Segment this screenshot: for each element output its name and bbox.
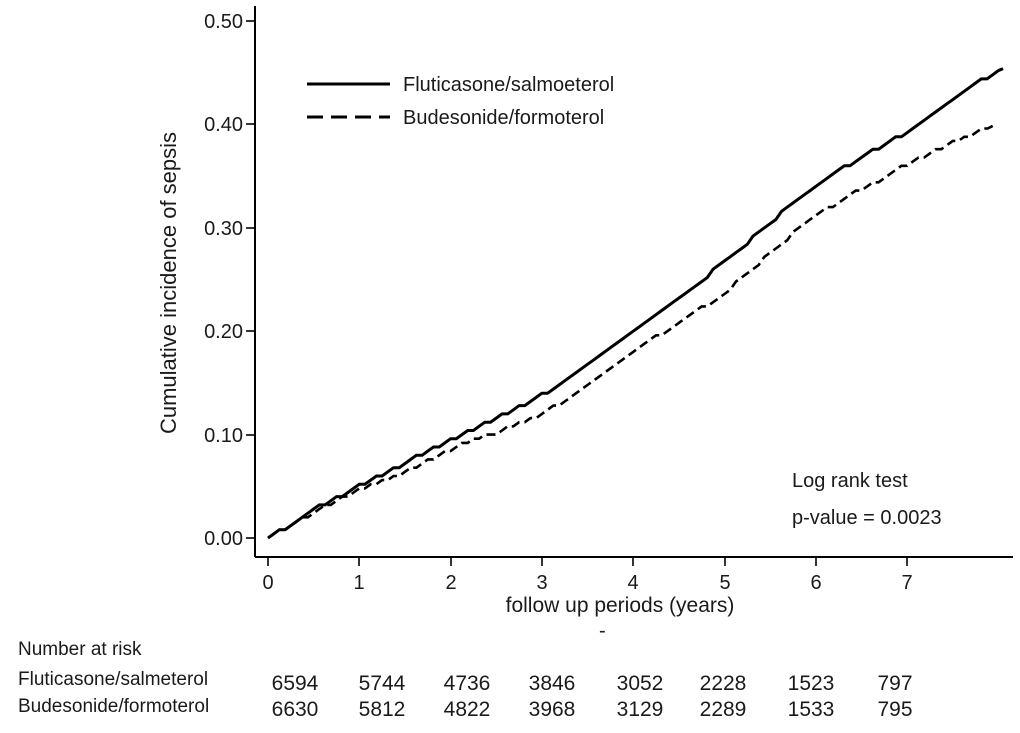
risk-row-label-budesonide: Budesonide/formoterol [18,696,210,717]
risk-table-title: Number at risk [18,639,142,660]
x-tick-label: 4 [627,572,638,594]
risk-value: 795 [877,698,913,721]
risk-value: 6630 [271,698,319,721]
legend-label-fluticasone: Fluticasone/salmoeterol [403,74,614,96]
y-tick-label: 0.10 [204,425,243,447]
x-tick-label: 5 [719,572,730,594]
risk-value: 3846 [528,672,576,695]
x-tick-label: 1 [353,572,364,594]
x-tick-label: 2 [445,572,456,594]
chart-canvas: 0.00 0.10 0.20 0.30 0.40 0.50 0 1 2 3 4 … [156,6,1013,617]
risk-value: 4736 [443,672,491,695]
risk-value: 1533 [787,698,835,721]
y-tick-label: 0.00 [204,528,243,550]
legend-label-budesonide: Budesonide/formoterol [403,107,604,129]
risk-value: 3129 [616,698,664,721]
risk-value: 4822 [443,698,491,721]
risk-row-label-fluticasone: Fluticasone/salmeterol [18,669,209,690]
legend: Fluticasone/salmoeterol Budesonide/formo… [307,74,614,129]
risk-value: 6594 [271,672,319,695]
curve-budesonide-formoterol [267,124,995,540]
risk-value: 5812 [358,698,406,721]
y-axis-title: Cumulative incidence of sepsis [156,132,181,434]
risk-value: 2228 [699,672,747,695]
risk-value: 1523 [787,672,835,695]
y-axis-ticks [246,20,255,539]
y-tick-label: 0.20 [204,321,243,343]
x-tick-label: 7 [901,572,912,594]
stray-dash-mark: - [599,620,606,642]
x-axis-title: follow up periods (years) [506,594,735,617]
x-axis-ticks [267,557,908,566]
x-tick-labels: 0 1 2 3 4 5 6 7 [262,572,912,594]
log-rank-annotation: Log rank test p-value = 0.0023 [792,470,942,529]
y-tick-label: 0.50 [204,11,243,33]
risk-value: 3052 [616,672,664,695]
curve-fluticasone-salmoeterol [267,67,1004,540]
risk-value: 797 [877,672,913,695]
y-tick-labels: 0.00 0.10 0.20 0.30 0.40 0.50 [204,11,243,550]
risk-value: 3968 [528,698,576,721]
risk-value: 5744 [358,672,406,695]
x-tick-label: 6 [810,572,821,594]
y-tick-label: 0.40 [204,114,243,136]
x-tick-label: 0 [262,572,273,594]
p-value-text: p-value = 0.0023 [792,507,942,529]
y-tick-label: 0.30 [204,218,243,240]
log-rank-test-text: Log rank test [792,470,908,492]
x-tick-label: 3 [536,572,547,594]
risk-value: 2289 [699,698,747,721]
